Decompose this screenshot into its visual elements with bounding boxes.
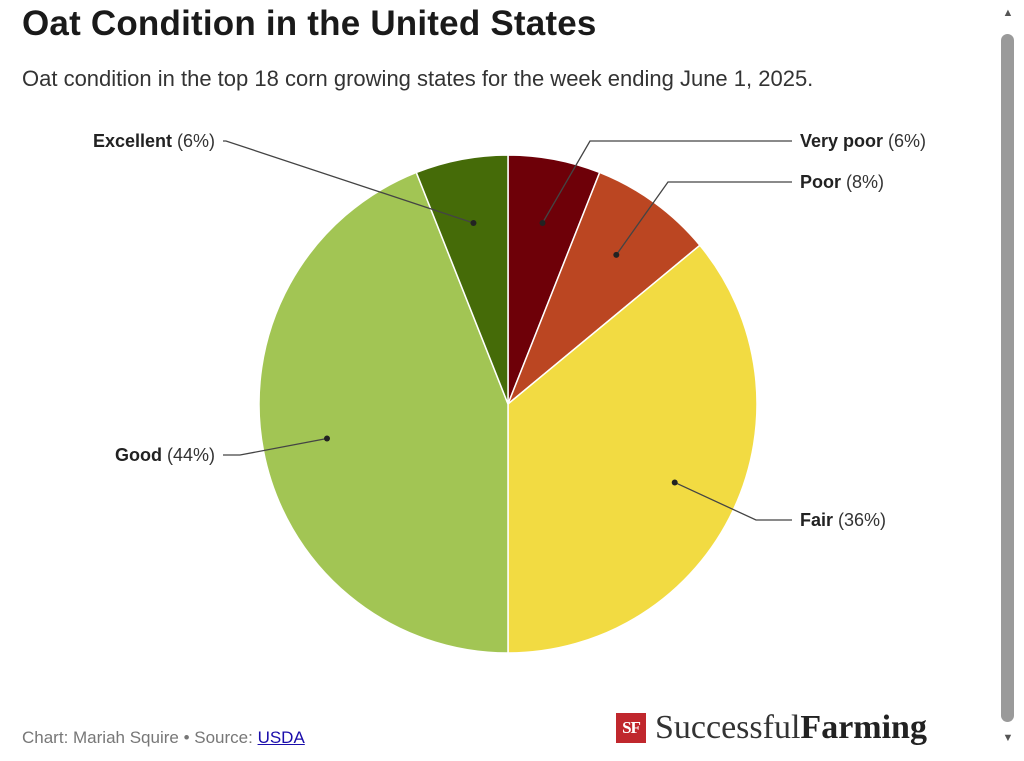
slice-label-very-poor: Very poor (6%) xyxy=(800,131,926,151)
slice-name-very-poor: Very poor xyxy=(800,131,883,151)
scroll-down-icon[interactable]: ▼ xyxy=(1002,732,1014,744)
scrollbar-thumb[interactable] xyxy=(1001,34,1014,722)
slice-label-poor: Poor (8%) xyxy=(800,172,884,192)
slice-label-good: Good (44%) xyxy=(115,445,215,465)
page-title: Oat Condition in the United States xyxy=(22,4,597,43)
slice-label-excellent: Excellent (6%) xyxy=(93,131,215,151)
brand-logo: SF Successful Farming xyxy=(616,708,927,748)
slice-name-poor: Poor xyxy=(800,172,841,192)
logo-mark-icon: SF xyxy=(616,713,646,743)
pie-labels: Very poor (6%) Poor (8%) Fair (36%) Good (4… xyxy=(93,131,926,530)
page-subtitle: Oat condition in the top 18 corn growing… xyxy=(22,66,814,91)
leader-line-poor xyxy=(615,181,792,256)
pie-chart: Very poor (6%) Poor (8%) Fair (36%) Good (4… xyxy=(93,131,926,654)
leader-dot-fair xyxy=(671,479,678,486)
leader-line-excellent xyxy=(223,140,474,224)
slice-name-good: Good xyxy=(115,445,162,465)
slice-value-good: (44%) xyxy=(162,445,215,465)
logo-word-successful: Successful xyxy=(655,709,801,746)
leader-line-fair xyxy=(674,481,792,521)
slice-value-fair: (36%) xyxy=(833,510,886,530)
source-link[interactable]: USDA xyxy=(257,728,305,747)
slice-value-excellent: (6%) xyxy=(172,131,215,151)
leader-dot-poor xyxy=(613,251,620,258)
vertical-scrollbar[interactable]: ▲ ▼ xyxy=(998,4,1018,749)
pie-slice-excellent[interactable] xyxy=(415,154,509,405)
credit-text: Chart: Mariah Squire • Source: xyxy=(22,728,258,747)
pie-slices xyxy=(258,154,758,654)
pie-slice-poor[interactable] xyxy=(507,171,701,405)
slice-label-fair: Fair (36%) xyxy=(800,510,886,530)
slice-value-very-poor: (6%) xyxy=(883,131,926,151)
slice-value-poor: (8%) xyxy=(841,172,884,192)
logo-word-farming: Farming xyxy=(800,709,927,746)
leader-dot-very-poor xyxy=(539,220,546,227)
slice-name-excellent: Excellent xyxy=(93,131,172,151)
leader-line-good xyxy=(223,437,328,456)
leader-dot-excellent xyxy=(470,220,477,227)
slice-name-fair: Fair xyxy=(800,510,833,530)
leader-line-very-poor xyxy=(541,140,792,224)
chart-credit: Chart: Mariah Squire • Source: USDA xyxy=(22,728,305,748)
scroll-up-icon[interactable]: ▲ xyxy=(1002,7,1014,19)
leader-dot-good xyxy=(324,435,331,442)
